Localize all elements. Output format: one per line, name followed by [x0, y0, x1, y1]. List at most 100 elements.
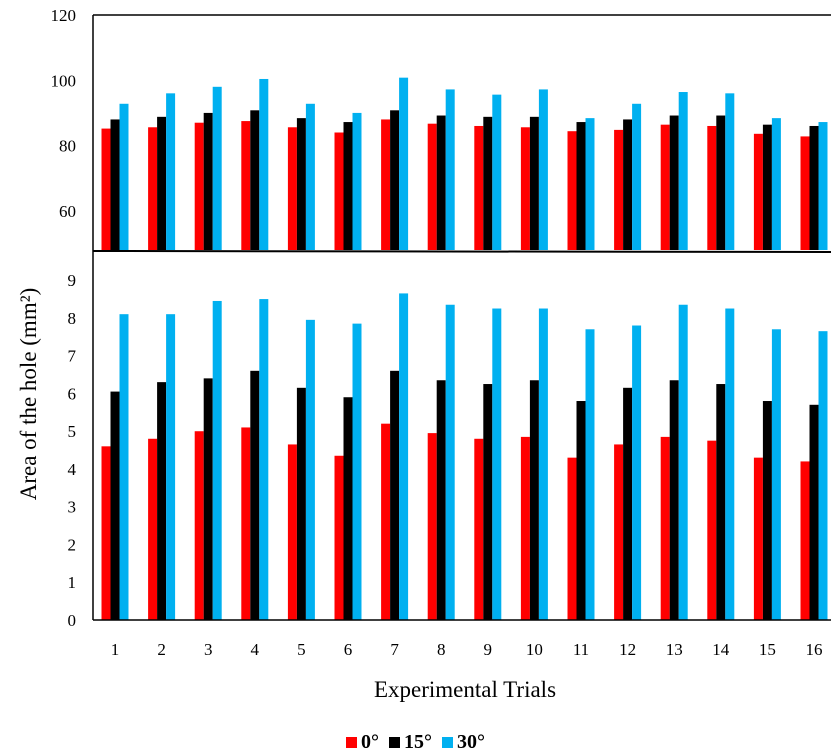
upper-bar-trial-7-series-0	[381, 119, 391, 250]
upper-bar-trial-11-series-1	[576, 122, 586, 250]
upper-bar-trial-15-series-0	[753, 133, 763, 250]
upper-bar-trial-7-series-2	[399, 77, 409, 251]
lower-bar-trial-14-series-0	[707, 440, 717, 620]
lower-bar-trial-12-series-0	[614, 444, 624, 620]
lower-bars	[101, 293, 828, 620]
upper-bar-trial-15-series-2	[771, 118, 781, 250]
lower-bar-trial-7-series-1	[390, 370, 400, 620]
x-tick-label-4: 4	[251, 640, 260, 659]
x-tick-label-10: 10	[526, 640, 543, 659]
upper-bar-trial-5-series-0	[287, 127, 297, 250]
upper-bar-trial-2-series-0	[148, 127, 158, 250]
lower-bar-trial-8-series-2	[445, 304, 455, 620]
upper-bar-trial-13-series-2	[678, 92, 688, 251]
upper-bar-trial-1-series-2	[119, 103, 129, 251]
upper-bar-trial-11-series-2	[585, 118, 595, 250]
upper-bar-trial-2-series-2	[166, 93, 176, 250]
upper-bar-trial-8-series-1	[436, 115, 446, 251]
upper-y-tick-label-80: 80	[59, 137, 76, 156]
lower-y-tick-label-7: 7	[68, 347, 77, 366]
upper-bar-trial-4-series-2	[259, 78, 269, 250]
lower-y-tick-label-2: 2	[68, 535, 77, 554]
legend-swatch-black	[389, 736, 400, 748]
upper-bar-trial-10-series-1	[529, 116, 539, 250]
lower-y-tick-label-4: 4	[68, 460, 77, 479]
lower-bar-trial-2-series-0	[148, 438, 158, 620]
lower-bar-trial-9-series-2	[492, 308, 502, 620]
upper-bar-trial-7-series-1	[390, 110, 400, 250]
upper-bars	[101, 77, 828, 251]
lower-bar-trial-14-series-2	[725, 308, 735, 620]
lower-bar-trial-6-series-1	[343, 397, 353, 620]
upper-y-tick-label-100: 100	[51, 71, 77, 90]
lower-y-tick-labels: 0 1 2 3 4 5 6 7 8 9	[68, 271, 77, 630]
upper-bar-trial-2-series-1	[157, 116, 167, 250]
lower-bar-trial-11-series-1	[576, 401, 586, 620]
lower-y-tick-label-5: 5	[68, 422, 77, 441]
lower-bar-trial-2-series-2	[166, 314, 176, 620]
x-tick-label-14: 14	[712, 640, 730, 659]
x-tick-label-3: 3	[204, 640, 213, 659]
lower-y-tick-label-8: 8	[68, 309, 77, 328]
lower-bar-trial-5-series-2	[305, 319, 315, 620]
x-tick-label-13: 13	[666, 640, 683, 659]
upper-bar-trial-9-series-0	[474, 125, 484, 250]
lower-bar-trial-4-series-1	[250, 370, 260, 620]
upper-bar-trial-6-series-0	[334, 132, 344, 250]
legend-label: 0°	[361, 730, 379, 753]
upper-bar-trial-9-series-2	[492, 94, 502, 250]
lower-bar-trial-15-series-2	[771, 329, 781, 620]
x-tick-label-11: 11	[573, 640, 589, 659]
lower-bar-trial-16-series-2	[818, 331, 828, 620]
upper-bar-trial-5-series-1	[296, 118, 306, 250]
x-tick-label-1: 1	[111, 640, 120, 659]
lower-bar-trial-2-series-1	[157, 382, 167, 620]
upper-bar-trial-6-series-2	[352, 112, 362, 251]
lower-bar-trial-9-series-0	[474, 438, 484, 620]
lower-bar-trial-15-series-1	[762, 401, 772, 620]
upper-bar-trial-12-series-2	[632, 103, 642, 251]
legend-item-15deg: 15°	[389, 731, 432, 754]
lower-bar-trial-7-series-0	[381, 423, 391, 620]
panel-frame	[92, 14, 831, 621]
lower-bar-trial-6-series-2	[352, 323, 362, 620]
legend-swatch-blue	[442, 736, 453, 748]
upper-bar-trial-12-series-1	[623, 119, 633, 250]
lower-bar-trial-13-series-1	[669, 380, 679, 620]
lower-bar-trial-1-series-0	[101, 446, 111, 620]
lower-bar-trial-4-series-2	[259, 299, 269, 620]
x-tick-label-12: 12	[619, 640, 636, 659]
lower-bar-trial-10-series-2	[538, 308, 548, 620]
upper-bar-trial-16-series-1	[809, 125, 819, 250]
lower-panel: 0 1 2 3 4 5 6 7 8 9	[68, 271, 828, 630]
legend: 0° 15° 30°	[0, 728, 831, 756]
legend-swatch-red	[346, 736, 357, 748]
x-axis-title: Experimental Trials	[374, 677, 556, 702]
lower-bar-trial-3-series-2	[212, 300, 222, 620]
upper-y-tick-labels: 60 80 100 120	[51, 6, 77, 221]
x-tick-label-15: 15	[759, 640, 776, 659]
upper-bar-trial-1-series-1	[110, 119, 120, 250]
upper-bar-trial-12-series-0	[614, 129, 624, 250]
lower-y-tick-label-9: 9	[68, 271, 77, 290]
lower-bar-trial-12-series-2	[632, 325, 642, 620]
lower-y-tick-label-3: 3	[68, 498, 77, 517]
upper-y-tick-label-60: 60	[59, 202, 76, 221]
upper-bar-trial-13-series-1	[669, 115, 679, 251]
upper-bar-trial-8-series-2	[445, 89, 455, 251]
lower-bar-trial-5-series-0	[287, 444, 297, 620]
lower-bar-trial-13-series-2	[678, 304, 688, 620]
upper-bar-trial-3-series-2	[212, 86, 222, 250]
lower-bar-trial-10-series-0	[520, 436, 530, 620]
lower-bar-trial-1-series-2	[119, 314, 129, 620]
upper-bar-trial-14-series-0	[707, 125, 717, 250]
upper-bar-trial-3-series-0	[194, 122, 204, 250]
lower-y-tick-label-6: 6	[68, 384, 77, 403]
upper-bar-trial-14-series-1	[716, 115, 726, 251]
lower-bar-trial-1-series-1	[110, 391, 120, 620]
x-tick-label-6: 6	[344, 640, 353, 659]
lower-bar-trial-12-series-1	[623, 387, 633, 620]
lower-bar-trial-11-series-2	[585, 329, 595, 620]
lower-bar-trial-9-series-1	[483, 384, 493, 620]
